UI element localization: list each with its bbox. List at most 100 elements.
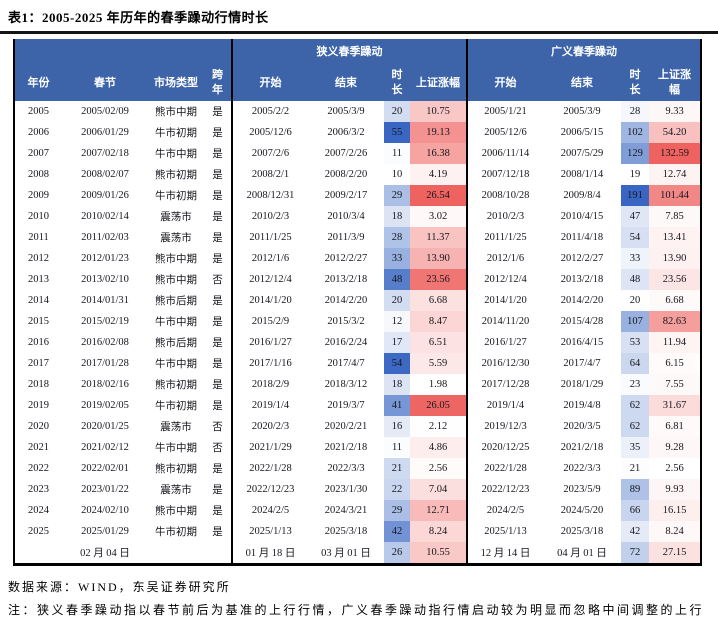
cell-narrow-gain: 8.47 [410, 311, 467, 332]
cell-broad-duration: 28 [621, 101, 649, 122]
table-row: 2018 2018/02/16 熊市初期是 2018/2/9 2018/3/12 18 1.… [14, 374, 701, 395]
table-row: 2010 2010/02/14 震荡市是 2010/2/3 2010/3/4 18 3.02… [14, 206, 701, 227]
cell-spring-festival: 2009/01/26 [62, 185, 148, 206]
cell-broad-end: 2010/4/15 [543, 206, 621, 227]
cell-broad-start: 2025/1/13 [466, 521, 543, 542]
cell-broad-start: 2005/1/21 [466, 101, 543, 122]
cell-narrow-start: 2007/2/6 [231, 143, 308, 164]
cell-narrow-start: 2005/2/2 [231, 101, 308, 122]
cell-narrow-start: 2014/1/20 [231, 290, 308, 311]
cell-broad-gain: 9.93 [649, 479, 701, 500]
cell-narrow-duration: 16 [384, 416, 410, 437]
cell-spring-festival: 2016/02/08 [62, 332, 148, 353]
table-row: 2020 2020/01/25 震荡市否 2020/2/3 2020/2/21 16 2.1… [14, 416, 701, 437]
group-header-row: 狭义春季躁动 广义春季躁动 [14, 39, 701, 65]
cell-cross-year: 是 [204, 290, 232, 311]
cell-broad-gain: 6.15 [649, 353, 701, 374]
cell-narrow-start: 2011/1/25 [231, 227, 308, 248]
cell-narrow-gain: 5.59 [410, 353, 467, 374]
note-text: 注：狭义春季躁动指以春节前后为基准的上行行情，广义春季躁动指行情启动较为明显而忽… [8, 603, 705, 617]
cell-market-type: 熊市后期 [148, 290, 204, 311]
cell-broad-duration: 33 [621, 248, 649, 269]
cell-narrow-gain: 1.98 [410, 374, 467, 395]
col-header-narrow-gain: 上证涨幅 [410, 65, 467, 101]
table-row: 2011 2011/02/03 震荡市是 2011/1/25 2011/3/9 28 11.… [14, 227, 701, 248]
cell-broad-start: 2019/1/4 [466, 395, 543, 416]
cell-narrow-end: 2007/2/26 [308, 143, 384, 164]
cell-market-type: 牛市初期 [148, 185, 204, 206]
cell-narrow-gain: 10.75 [410, 101, 467, 122]
cell-broad-end: 2017/4/7 [543, 353, 621, 374]
cell-year [14, 542, 62, 565]
cell-narrow-start: 2025/1/13 [231, 521, 308, 542]
cell-market-type: 牛市中期 [148, 437, 204, 458]
table-row: 2014 2014/01/31 熊市后期是 2014/1/20 2014/2/20 20 6… [14, 290, 701, 311]
cell-broad-end: 2022/3/3 [543, 458, 621, 479]
cell-narrow-end: 2009/2/17 [308, 185, 384, 206]
cell-broad-gain: 82.63 [649, 311, 701, 332]
cell-narrow-end: 2010/3/4 [308, 206, 384, 227]
cell-spring-festival: 2015/02/19 [62, 311, 148, 332]
table-row: 2024 2024/02/10 熊市中期是 2024/2/5 2024/3/21 29 12… [14, 500, 701, 521]
data-source-text: 数据来源：WIND，东吴证券研究所 [8, 580, 231, 594]
cell-narrow-start: 2021/1/29 [231, 437, 308, 458]
cell-broad-end: 2015/4/28 [543, 311, 621, 332]
cell-narrow-duration: 12 [384, 311, 410, 332]
cell-broad-start: 2012/1/6 [466, 248, 543, 269]
cell-spring-festival: 2012/01/23 [62, 248, 148, 269]
table-row: 2022 2022/02/01 熊市初期是 2022/1/28 2022/3/3 21 2.… [14, 458, 701, 479]
cell-market-type: 熊市初期 [148, 164, 204, 185]
cell-broad-gain: 11.94 [649, 332, 701, 353]
table-row: 2009 2009/01/26 牛市初期是 2008/12/31 2009/2/17 29… [14, 185, 701, 206]
cell-narrow-end: 2023/1/30 [308, 479, 384, 500]
cell-broad-start: 2016/1/27 [466, 332, 543, 353]
cell-year: 2018 [14, 374, 62, 395]
cell-narrow-gain: 13.90 [410, 248, 467, 269]
cell-cross-year: 是 [204, 206, 232, 227]
col-header-spring-festival: 春节 [62, 65, 148, 101]
cell-narrow-end: 2015/3/2 [308, 311, 384, 332]
cell-broad-duration: 42 [621, 521, 649, 542]
title-divider [0, 31, 718, 34]
cell-cross-year: 否 [204, 269, 232, 290]
cell-broad-gain: 54.20 [649, 122, 701, 143]
cell-market-type: 熊市中期 [148, 101, 204, 122]
cell-narrow-gain: 8.24 [410, 521, 467, 542]
cell-cross-year: 是 [204, 248, 232, 269]
cell-narrow-duration: 18 [384, 374, 410, 395]
cell-year: 2024 [14, 500, 62, 521]
cell-market-type: 熊市中期 [148, 500, 204, 521]
cell-narrow-start: 2012/1/6 [231, 248, 308, 269]
cell-broad-duration: 53 [621, 332, 649, 353]
cell-broad-gain: 101.44 [649, 185, 701, 206]
table-body: 2005 2005/02/09 熊市中期是 2005/2/2 2005/3/9 20 10.… [14, 101, 701, 565]
cell-spring-festival: 2021/02/12 [62, 437, 148, 458]
cell-broad-start: 2007/12/18 [466, 164, 543, 185]
cell-cross-year: 是 [204, 164, 232, 185]
cell-narrow-end: 2020/2/21 [308, 416, 384, 437]
cell-broad-duration: 20 [621, 290, 649, 311]
cell-cross-year: 是 [204, 500, 232, 521]
cell-spring-festival: 2019/02/05 [62, 395, 148, 416]
cell-market-type: 震荡市 [148, 479, 204, 500]
cell-narrow-end: 2006/3/2 [308, 122, 384, 143]
cell-broad-end: 2019/4/8 [543, 395, 621, 416]
col-header-narrow-duration: 时长 [384, 65, 410, 101]
cell-narrow-start: 2016/1/27 [231, 332, 308, 353]
cell-broad-start: 2006/11/14 [466, 143, 543, 164]
cell-broad-start: 2011/1/25 [466, 227, 543, 248]
cell-spring-festival: 2013/02/10 [62, 269, 148, 290]
cell-narrow-duration: 29 [384, 185, 410, 206]
cell-narrow-gain: 4.19 [410, 164, 467, 185]
cell-cross-year: 是 [204, 227, 232, 248]
cell-market-type: 震荡市 [148, 206, 204, 227]
cell-year: 2023 [14, 479, 62, 500]
cell-narrow-start: 2019/1/4 [231, 395, 308, 416]
cell-narrow-end: 2018/3/12 [308, 374, 384, 395]
cell-narrow-gain: 26.54 [410, 185, 467, 206]
column-header-row: 年份 春节 市场类型 跨年 开始 结束 时长 上证涨幅 开始 结束 时长 上证涨… [14, 65, 701, 101]
cell-year: 2022 [14, 458, 62, 479]
cell-broad-gain: 27.15 [649, 542, 701, 565]
cell-narrow-end: 2019/3/7 [308, 395, 384, 416]
cell-narrow-start: 2005/12/6 [231, 122, 308, 143]
